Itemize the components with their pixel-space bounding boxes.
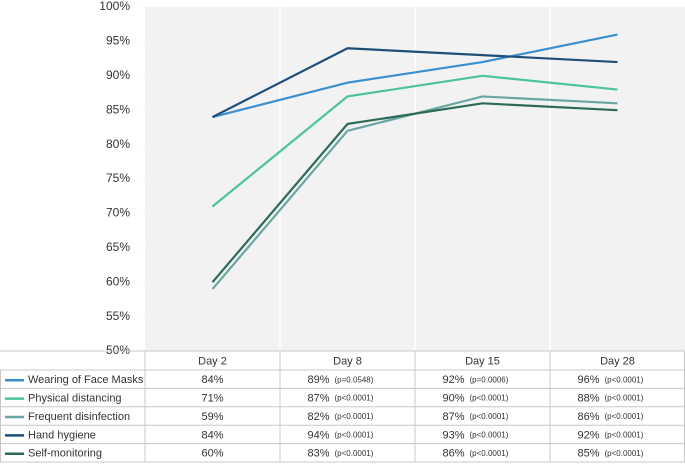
- value-label: 88%: [577, 393, 599, 405]
- legend-label: Frequent disinfection: [28, 411, 130, 423]
- y-tick-label: 90%: [106, 68, 130, 82]
- series-line: [212, 47, 618, 119]
- p-value: (p<0.0001): [470, 431, 509, 440]
- x-tick-label: Day 15: [465, 355, 500, 367]
- y-tick-label: 95%: [106, 34, 130, 48]
- p-value: (p<0.0001): [335, 412, 374, 421]
- legend-label: Wearing of Face Masks: [28, 374, 144, 386]
- p-value: (p=0.0006): [470, 375, 509, 384]
- value-label: 87%: [442, 411, 464, 423]
- value-label: 94%: [307, 429, 329, 441]
- x-tick-label: Day 2: [198, 355, 227, 367]
- x-tick-label: Day 28: [600, 355, 635, 367]
- legend-label: Self-monitoring: [28, 448, 102, 460]
- series-line: [211, 102, 618, 283]
- p-value: (p<0.0001): [335, 394, 374, 403]
- x-tick-label: Day 8: [333, 355, 362, 367]
- p-value: (p=0.0548): [335, 375, 374, 384]
- p-value: (p<0.0001): [605, 431, 644, 440]
- y-tick-label: 55%: [106, 309, 130, 323]
- value-label: 90%: [442, 393, 464, 405]
- value-label: 85%: [577, 448, 599, 460]
- legend-label: Hand hygiene: [28, 429, 96, 441]
- value-label: 96%: [577, 374, 599, 386]
- value-label: 84%: [201, 429, 223, 441]
- y-tick-label: 50%: [106, 343, 130, 357]
- legend-label: Physical distancing: [28, 393, 122, 405]
- p-value: (p<0.0001): [470, 412, 509, 421]
- p-value: (p<0.0001): [605, 449, 644, 458]
- value-label: 92%: [442, 374, 464, 386]
- value-label: 87%: [307, 393, 329, 405]
- series-line: [212, 33, 618, 119]
- y-tick-label: 70%: [106, 206, 130, 220]
- y-tick-label: 85%: [106, 102, 130, 116]
- y-tick-label: 75%: [106, 171, 130, 185]
- value-label: 59%: [201, 411, 223, 423]
- value-label: 82%: [307, 411, 329, 423]
- p-value: (p<0.0001): [470, 394, 509, 403]
- value-label: 89%: [307, 374, 329, 386]
- y-tick-label: 80%: [106, 137, 130, 151]
- y-tick-label: 100%: [99, 0, 130, 13]
- p-value: (p<0.0001): [605, 394, 644, 403]
- value-label: 83%: [307, 448, 329, 460]
- p-value: (p<0.0001): [605, 412, 644, 421]
- value-label: 84%: [201, 374, 223, 386]
- p-value: (p<0.0001): [470, 449, 509, 458]
- value-label: 86%: [577, 411, 599, 423]
- series-line: [211, 74, 618, 208]
- y-tick-label: 60%: [106, 274, 130, 288]
- value-label: 86%: [442, 448, 464, 460]
- p-value: (p<0.0001): [335, 431, 374, 440]
- p-value: (p<0.0001): [335, 449, 374, 458]
- value-label: 60%: [201, 448, 223, 460]
- value-label: 71%: [201, 393, 223, 405]
- p-value: (p<0.0001): [605, 375, 644, 384]
- value-label: 92%: [577, 429, 599, 441]
- y-tick-label: 65%: [106, 240, 130, 254]
- value-label: 93%: [442, 429, 464, 441]
